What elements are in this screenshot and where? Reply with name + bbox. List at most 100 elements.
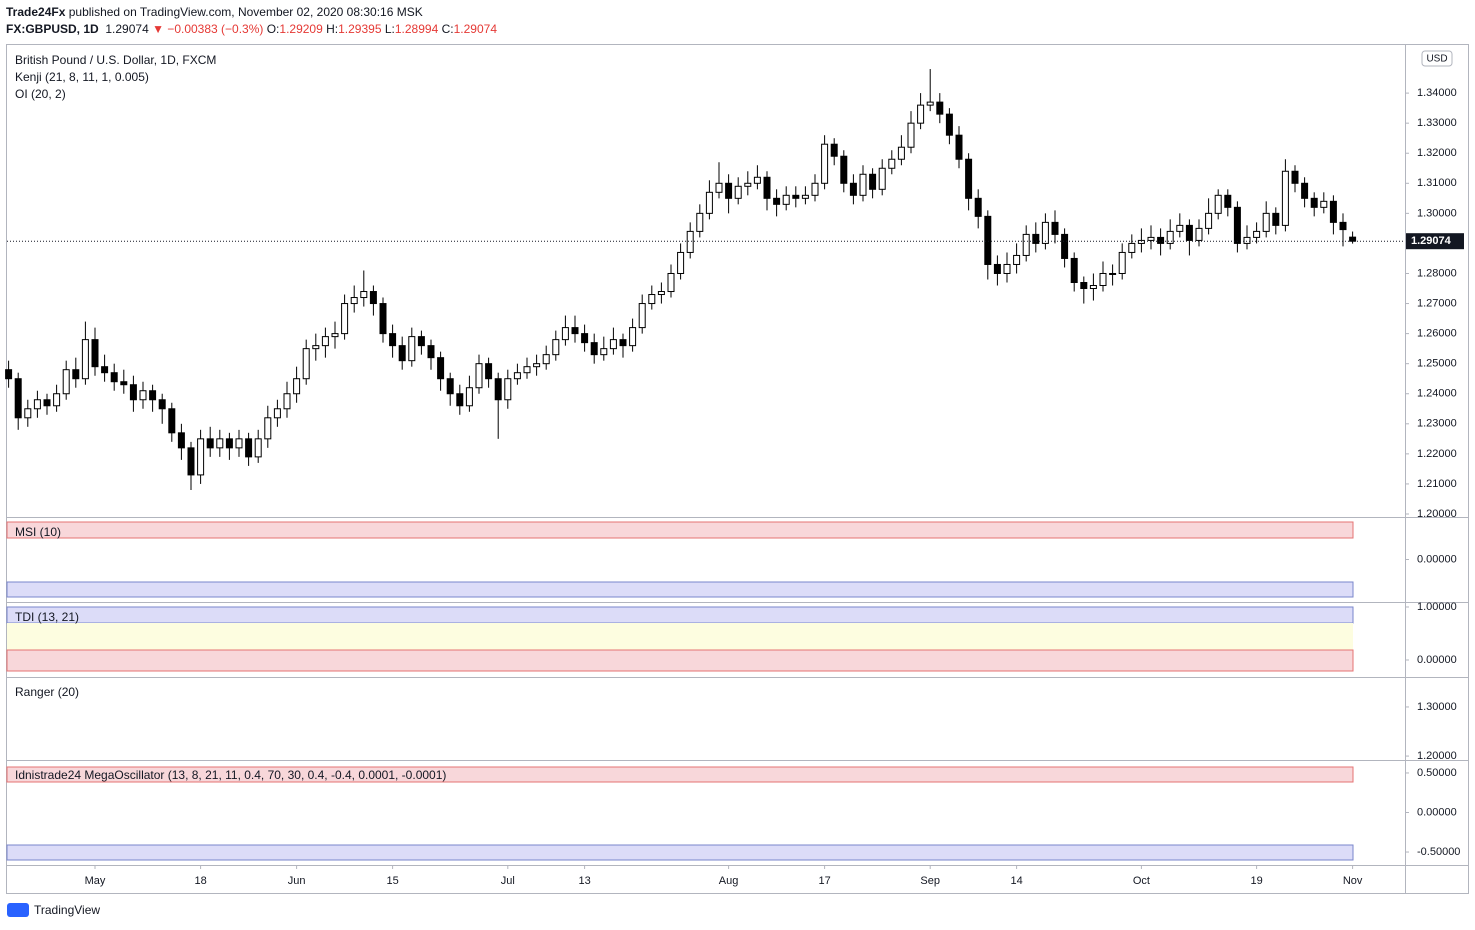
candle-body [120,381,128,386]
candle-body [1262,212,1270,232]
candle-body [840,155,848,184]
candle-body [1272,212,1280,226]
candle-body [753,176,761,184]
candle-body [571,327,579,335]
candle-body [446,378,454,395]
y-tick-label: 0.00000 [1417,654,1457,666]
candle-body [24,408,32,419]
y-tick-label: 1.33000 [1417,117,1457,129]
candle-body [696,212,704,232]
ohlc-label: L: [384,22,395,36]
candle-body [619,339,627,347]
candle-body [321,336,329,347]
candle-body [1253,230,1261,238]
mega-upper-band [6,766,1354,783]
candle-body [379,303,387,335]
candle-body [1041,221,1049,244]
candle-body [1147,236,1155,241]
candle-body [494,378,502,401]
last: 1.29074 [105,22,149,36]
candle-body [1281,170,1289,226]
candle-body [341,303,349,335]
candle-body [993,263,1001,274]
x-tick-label: 14 [1010,875,1022,887]
candle-body [1243,236,1251,244]
candle-body [14,378,22,419]
symbol: FX:GBPUSD, 1D [6,22,99,36]
candle-body [158,399,166,410]
candle-body [1291,170,1299,184]
frame [6,44,1469,894]
y-tick-label: 1.30000 [1417,207,1457,219]
candle-body [1185,224,1193,241]
candle-body [533,363,541,368]
candle-body [1329,200,1337,223]
x-tick-label: Oct [1133,875,1150,887]
candle-body [369,291,377,305]
candle-body [360,291,368,299]
candle-body [149,390,157,401]
ohlc-label: O: [266,22,280,36]
candle-body [1320,200,1328,208]
candle-body [110,372,118,383]
candle-body [1051,221,1059,235]
candle-body [600,348,608,356]
candle-body [581,333,589,344]
candle-body [648,294,656,305]
ohlc-label: C: [441,22,454,36]
published: published on TradingView.com, November 0… [68,5,423,19]
candle-body [1109,272,1117,275]
candle-body [216,438,224,449]
candle-body [91,339,99,368]
pane-title: MSI (10) [15,525,61,539]
candle-body [81,339,89,380]
last-price-box [1406,233,1464,250]
y-tick-label: 1.30000 [1417,701,1457,713]
candle-body [1118,251,1126,274]
x-tick-label: Sep [920,875,940,887]
candle-body [725,182,733,199]
candle-body [1301,182,1309,199]
candle-body [168,408,176,434]
currency[interactable]: USD [1426,54,1447,65]
candle-body [1070,257,1078,284]
y-tick-label: 1.20000 [1417,750,1457,762]
candle-body [187,447,195,476]
x-tick-label: Nov [1343,875,1363,887]
x-tick-label: 17 [818,875,830,887]
candle-body [235,438,243,449]
x-tick-label: Jul [501,875,515,887]
candle-body [1013,254,1021,265]
candle-body [101,366,109,374]
candle-body [312,345,320,350]
candle-body [869,173,877,190]
candle-body [273,408,281,419]
candle-body [821,143,829,184]
candle-body [139,390,147,401]
candle-body [43,399,51,407]
brand-logo [7,903,29,917]
x-tick-label: Jun [288,875,306,887]
mega-lower-band [6,844,1354,861]
y-tick-label: 1.26000 [1417,328,1457,340]
currency-badge[interactable] [1421,50,1453,67]
candle-body [1137,239,1145,244]
candle-body [283,393,291,410]
x-tick-label: May [85,875,106,887]
candle-body [350,297,358,305]
candle-body [782,194,790,205]
candle-body [744,182,752,187]
candle-body [686,230,694,253]
candle-body [417,336,425,347]
symbol-line: FX:GBPUSD, 1D 1.29074 ▼ −0.00383 (−0.3%)… [6,22,497,36]
candle-body [1128,242,1136,253]
candle-body [1224,194,1232,208]
ohlc-value: 1.29395 [338,22,382,36]
ohlc-value: 1.29074 [453,22,497,36]
x-tick-label: 19 [1250,875,1262,887]
candle-body [705,191,713,214]
candle-body [1349,236,1357,242]
x-tick-label: 18 [194,875,206,887]
candle-body [801,194,809,199]
